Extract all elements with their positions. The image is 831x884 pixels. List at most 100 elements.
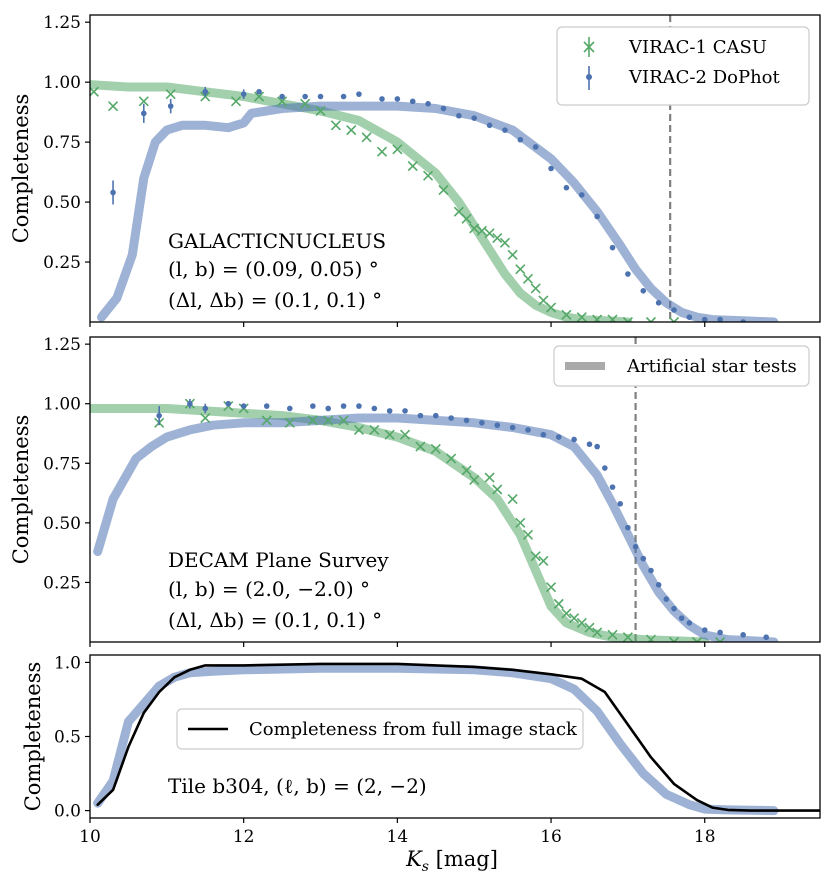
dophot-point <box>187 398 193 409</box>
casu-point <box>469 223 480 234</box>
dophot-point <box>648 567 654 574</box>
dophot-point <box>578 192 585 198</box>
casu-point <box>407 161 418 172</box>
casu-point <box>545 582 557 593</box>
legend-entry-dophot: VIRAC-2 DoPhot <box>586 66 780 90</box>
casu-point <box>90 86 99 97</box>
panel-annotation: DECAM Plane Survey <box>168 548 389 572</box>
casu-point <box>330 120 341 131</box>
casu-point <box>346 125 357 136</box>
casu-point <box>200 412 211 424</box>
dophot-point <box>663 596 670 602</box>
legend: Artificial star tests <box>553 345 810 387</box>
dophot-point <box>509 424 516 431</box>
casu-point <box>430 443 441 455</box>
series-virac-2-dophot <box>156 398 770 641</box>
series-virac-1-casu <box>154 398 726 642</box>
casu-point <box>446 453 457 464</box>
dophot-point <box>594 213 600 220</box>
casu-point <box>392 144 403 155</box>
casu-point <box>545 302 557 313</box>
casu-point <box>538 555 549 567</box>
panel-annotation: Tile b304, (ℓ, b) = (2, −2) <box>168 774 427 798</box>
dophot-point <box>701 316 708 322</box>
casu-point <box>261 415 272 426</box>
dophot-point <box>394 96 401 102</box>
dophot-point <box>263 403 270 409</box>
y-tick-label: 1.0 <box>54 653 81 673</box>
dophot-point <box>532 144 539 150</box>
casu-point <box>668 316 680 322</box>
panel-decam: 0.25 0.50 0.75 1.00 1.25 Completeness DECAM Pl… <box>9 335 821 647</box>
dophot-point <box>417 412 424 419</box>
dophot-point <box>225 400 232 407</box>
series-line <box>90 404 710 642</box>
casu-point <box>323 415 334 426</box>
x-tick-label: 12 <box>233 827 255 847</box>
casu-point <box>461 465 472 476</box>
y-tick-label: 1.25 <box>43 335 81 355</box>
casu-point <box>522 273 534 284</box>
y-axis-label: Completeness <box>9 94 33 244</box>
dophot-point <box>563 184 570 191</box>
dophot-point <box>494 422 501 428</box>
series-virac-1-casu-ast <box>90 80 633 322</box>
y-tick-label: 0.0 <box>54 802 81 822</box>
dophot-point <box>279 93 285 100</box>
casu-point <box>469 474 480 486</box>
casu-point <box>484 228 495 239</box>
casu-point <box>338 415 349 426</box>
casu-point <box>622 632 633 642</box>
y-tick-label: 0.75 <box>43 454 81 474</box>
casu-point <box>507 493 518 505</box>
casu-point <box>369 424 380 435</box>
dophot-point <box>517 136 524 143</box>
dophot-point <box>502 127 508 133</box>
casu-point <box>576 617 587 629</box>
y-tick-label: 0.25 <box>43 253 81 273</box>
dophot-point <box>340 93 347 100</box>
casu-point <box>284 417 295 428</box>
casu-point <box>492 232 503 244</box>
shared-x-axis: Ks [mag] <box>405 847 498 875</box>
legend-entry-casu: VIRAC-1 CASU <box>583 37 767 58</box>
dophot-point <box>548 165 554 172</box>
x-tick-label: 10 <box>79 827 101 847</box>
casu-point <box>230 96 242 107</box>
casu-point <box>592 627 603 638</box>
dophot-point <box>479 419 485 426</box>
series-virac-2-dophot-ast <box>97 101 779 322</box>
dophot-point <box>740 632 746 638</box>
dophot-point <box>717 629 723 636</box>
casu-point <box>691 636 703 642</box>
casu-point <box>423 170 434 181</box>
series-virac-1-casu <box>90 86 680 322</box>
casu-point <box>353 424 365 435</box>
casu-point <box>584 622 595 633</box>
casu-point <box>484 472 495 483</box>
dophot-point <box>402 408 408 414</box>
casu-point <box>645 634 657 642</box>
dophot-point <box>655 300 662 306</box>
dophot-point <box>371 405 378 412</box>
panel-annotation: (Δl, Δb) = (0.1, 0.1) ° <box>168 288 382 312</box>
dophot-point <box>340 403 347 409</box>
casu-point <box>530 283 541 294</box>
casu-point <box>715 636 726 642</box>
dophot-point <box>456 112 462 119</box>
y-tick-label: 0.75 <box>43 133 81 153</box>
series-virac-1-casu-ast <box>90 404 710 642</box>
dophot-point <box>571 436 577 443</box>
casu-point <box>553 598 564 609</box>
casu-point <box>607 314 618 322</box>
casu-point <box>277 96 288 107</box>
series-completeness-from-full-image-stack <box>96 662 820 812</box>
casu-point <box>165 89 176 100</box>
casu-point <box>107 101 119 112</box>
dophot-point <box>678 615 685 621</box>
casu-point <box>515 264 526 275</box>
casu-point <box>438 185 449 196</box>
dophot-point <box>602 465 608 471</box>
y-tick-label: 0.50 <box>43 193 81 213</box>
dophot-point <box>425 100 431 107</box>
